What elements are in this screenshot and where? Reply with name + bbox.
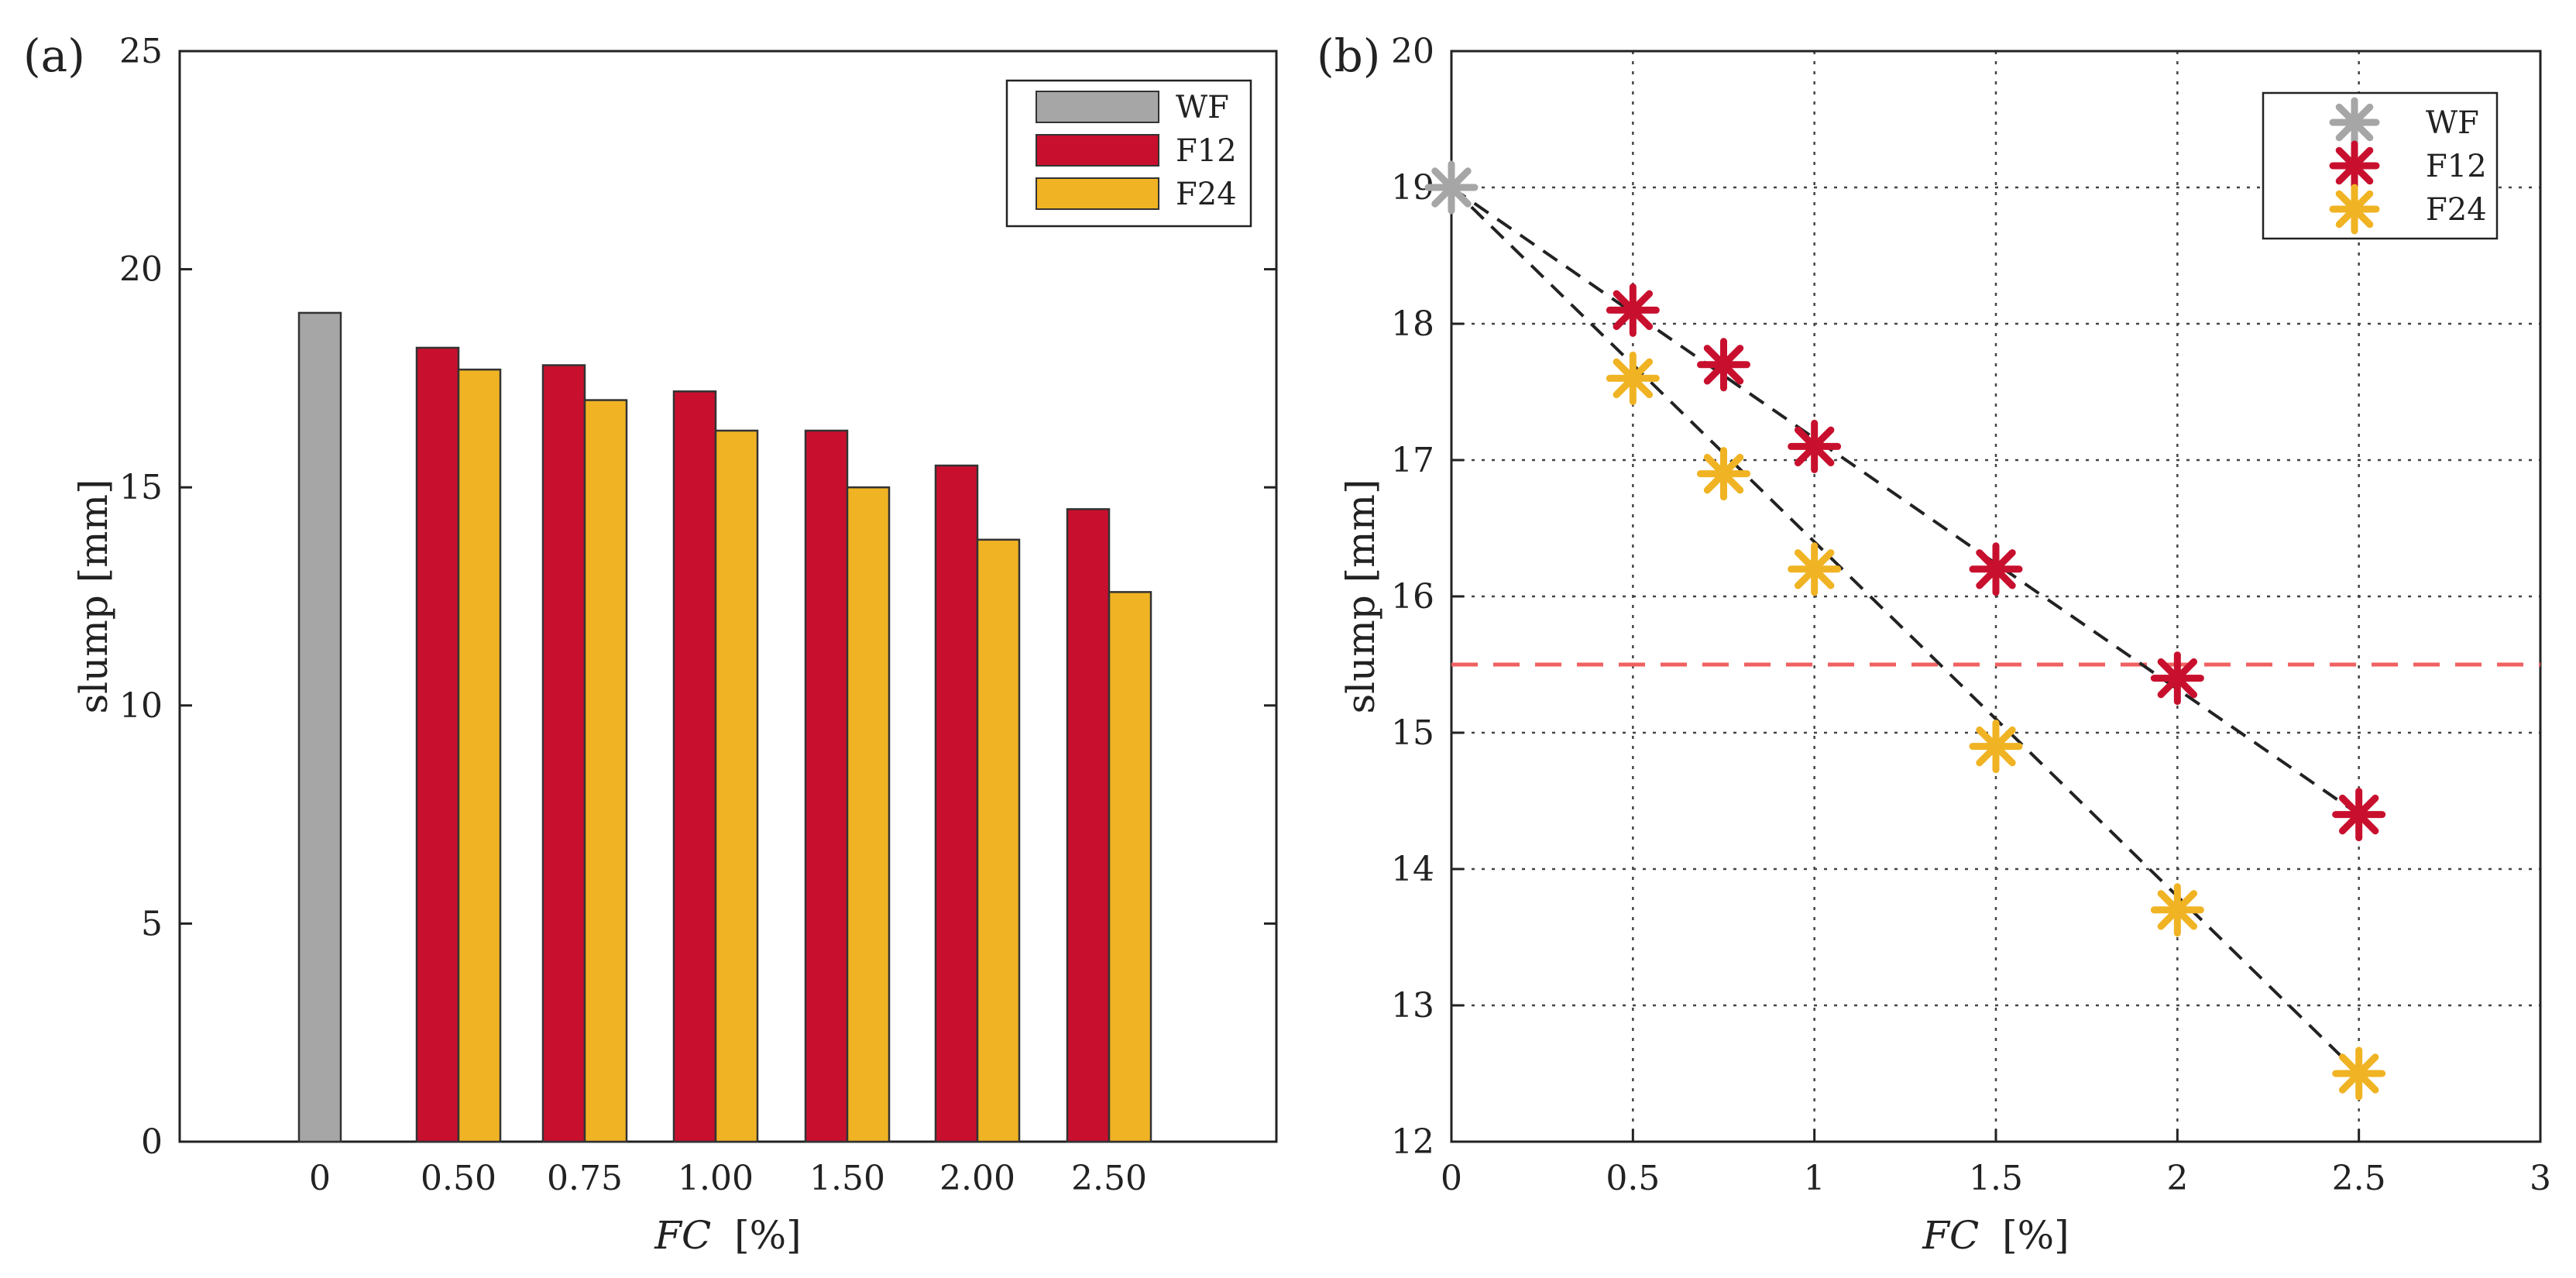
panel-a-bar-f12 — [541, 364, 586, 1143]
panel-a-y-tick-label: 20 — [119, 250, 163, 290]
panel-a-bar-f24 — [846, 486, 891, 1143]
panel-b-x-tick-label: 2 — [2166, 1159, 2188, 1198]
panel-b-y-axis-label: slump [mm] — [1338, 479, 1383, 713]
panel-a-y-axis-label: slump [mm] — [71, 479, 116, 713]
panel-a-bar-f12 — [415, 346, 460, 1143]
panel-a-bar-f12 — [1066, 508, 1111, 1143]
panel-a-bar-f24 — [457, 368, 502, 1143]
panel-b-legend-marker-wf — [2329, 97, 2380, 148]
panel-b-y-tick-label: 18 — [1391, 304, 1434, 344]
panel-b-y-tick-label: 15 — [1391, 713, 1434, 753]
panel-b-point-f12 — [1606, 283, 1660, 337]
panel-b-legend-marker-f12 — [2329, 140, 2380, 191]
panel-a-x-tick-label: 1.50 — [809, 1159, 885, 1198]
panel-a-bar-wf — [297, 311, 342, 1143]
panel-a-bar-f24 — [583, 399, 628, 1143]
panel-b-point-f12 — [1969, 542, 2023, 596]
panel-b-x-tick-label: 2.5 — [2332, 1159, 2386, 1198]
panel-b-x-tick-label: 0.5 — [1606, 1159, 1660, 1198]
panel-a-x-tick-label: 2.00 — [939, 1159, 1015, 1198]
panel-b-x-tick-label: 0 — [1441, 1159, 1462, 1198]
panel-a-label: (a) — [23, 29, 85, 82]
panel-b-trend-line — [1450, 186, 2361, 1075]
panel-a-bar-f12 — [804, 429, 849, 1143]
panel-b-point-f24 — [2150, 883, 2204, 937]
panel-a-legend-label: F24 — [1176, 177, 1237, 212]
panel-b-point-wf — [1424, 160, 1479, 215]
panel-b-x-axis-label-unit: [%] — [2002, 1213, 2069, 1258]
panel-a-y-tick-label: 15 — [119, 468, 163, 507]
panel-b-legend-label: F24 — [2426, 192, 2487, 228]
panel-b-legend-box — [2262, 91, 2499, 240]
panel-a-x-tick-label: 2.50 — [1071, 1159, 1147, 1198]
panel-b-point-f24 — [1697, 447, 1750, 501]
panel-b-y-tick-label: 12 — [1391, 1122, 1434, 1162]
panel-a-x-axis-label-unit: [%] — [734, 1213, 802, 1258]
panel-a-legend-swatch-f24 — [1036, 177, 1159, 210]
panel-b-y-tick-label: 20 — [1391, 32, 1434, 71]
panel-b-legend-label: F12 — [2426, 149, 2487, 184]
panel-a-x-axis-label-var: FC — [654, 1213, 711, 1258]
panel-b-y-tick-label: 17 — [1391, 441, 1434, 480]
panel-a-legend-swatch-wf — [1036, 91, 1159, 123]
panel-a-bar-f24 — [1108, 591, 1152, 1143]
panel-b-trend-line — [1450, 186, 2360, 816]
panel-a-legend-label: F12 — [1176, 133, 1237, 169]
panel-b-y-tick-label: 16 — [1391, 577, 1434, 617]
panel-b-point-f24 — [1788, 542, 1842, 596]
panel-a-x-tick-label: 0.75 — [547, 1159, 623, 1198]
panel-b-legend-label: WF — [2426, 105, 2479, 141]
panel-b-legend-marker-f24 — [2329, 184, 2380, 235]
panel-a-bar-f24 — [976, 538, 1021, 1143]
panel-b-point-f12 — [1788, 419, 1842, 473]
panel-b-y-tick-label: 13 — [1391, 986, 1434, 1025]
panel-b-point-f24 — [1969, 720, 2023, 774]
panel-b-point-f24 — [2332, 1046, 2386, 1101]
panel-b-point-f12 — [1697, 338, 1750, 392]
panel-b-x-tick-label: 3 — [2530, 1159, 2551, 1198]
panel-b-x-axis-label: FC [%] — [1922, 1213, 2069, 1258]
panel-b-point-f24 — [1606, 351, 1660, 405]
panel-b-x-axis-label-var: FC — [1922, 1213, 1979, 1258]
panel-a-bar-f12 — [672, 390, 717, 1143]
panel-a-bar-chart: (a) slump [mm] FC [%] 0 5 10 15 20 25 0 0.50 0.7… — [23, 29, 1278, 1258]
panel-b-scatter-chart: (b) slump [mm] FC [%] 0 0.5 1 1.5 2 2.5 3 12 13 1… — [1317, 29, 2551, 1258]
panel-a-x-tick-label: 0.50 — [421, 1159, 496, 1198]
panel-a-x-tick-label: 0 — [309, 1159, 331, 1198]
panel-b-label: (b) — [1317, 29, 1380, 82]
panel-a-x-axis-label: FC [%] — [654, 1213, 801, 1258]
panel-b-x-tick-label: 1 — [1804, 1159, 1826, 1198]
panel-a-y-tick-label: 0 — [141, 1122, 163, 1162]
panel-b-x-tick-label: 1.5 — [1969, 1159, 2023, 1198]
panel-a-y-tick-label: 25 — [119, 32, 163, 71]
panel-a-legend-swatch-f12 — [1036, 134, 1159, 167]
panel-a-y-tick-label: 5 — [141, 904, 163, 943]
panel-a-x-tick-label: 1.00 — [678, 1159, 754, 1198]
panel-b-point-f12 — [2150, 651, 2204, 706]
panel-b-y-tick-label: 14 — [1391, 850, 1434, 889]
panel-a-bar-f24 — [714, 429, 759, 1143]
panel-a-bar-f12 — [934, 464, 979, 1143]
panel-a-legend-label: WF — [1176, 90, 1229, 125]
panel-a-y-tick-label: 10 — [119, 686, 163, 726]
panel-b-point-f12 — [2332, 788, 2386, 842]
